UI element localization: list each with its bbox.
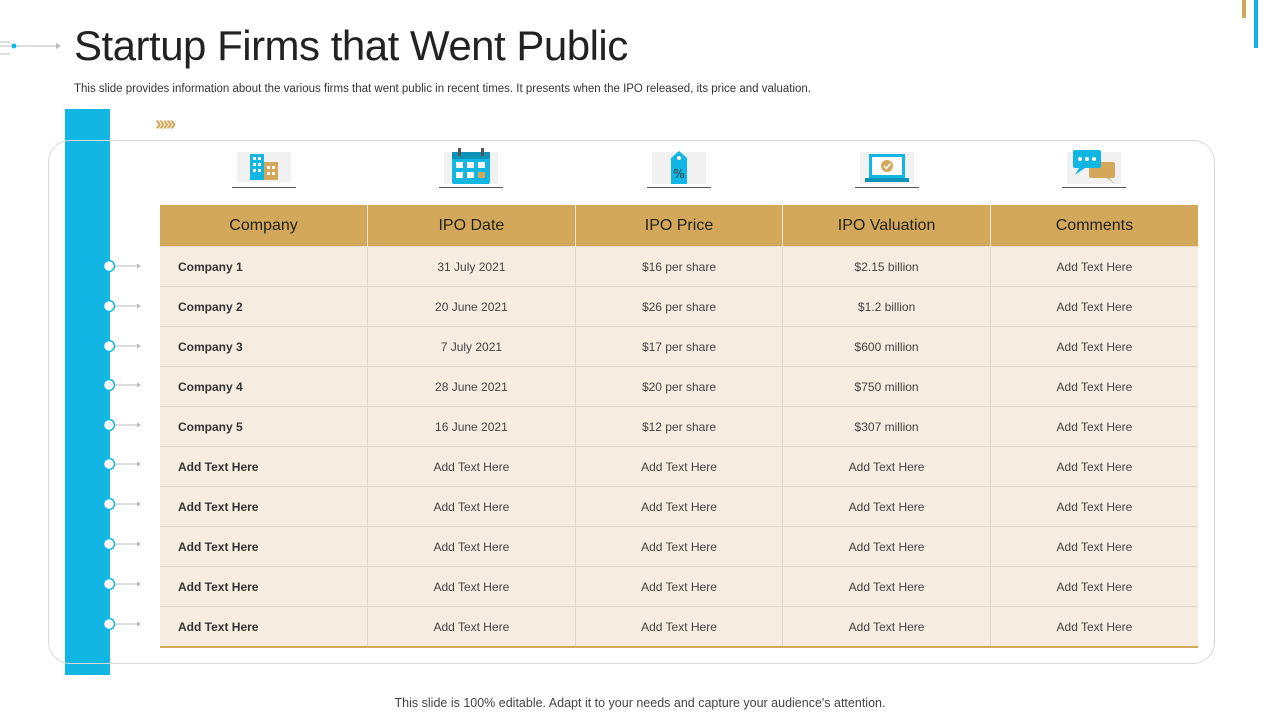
laptop-valuation-icon bbox=[859, 152, 914, 184]
cell-company: Add Text Here bbox=[160, 446, 369, 487]
table-row: Add Text Here Add Text Here Add Text Her… bbox=[160, 486, 1198, 527]
cell-ipo-valuation: $307 million bbox=[782, 406, 991, 447]
cell-company: Add Text Here bbox=[160, 566, 369, 607]
page-subtitle: This slide provides information about th… bbox=[74, 83, 812, 95]
cell-comments: Add Text Here bbox=[990, 606, 1198, 648]
table-header-row: Company IPO Date IPO Price IPO Valuation… bbox=[160, 205, 1198, 247]
cell-ipo-valuation: $600 million bbox=[782, 326, 991, 367]
calendar-icon bbox=[444, 148, 499, 184]
cell-ipo-date: Add Text Here bbox=[367, 446, 576, 487]
cell-company: Add Text Here bbox=[160, 526, 369, 567]
header-comments: Comments bbox=[990, 205, 1198, 247]
cell-ipo-date: Add Text Here bbox=[367, 566, 576, 607]
header-icons-row: % bbox=[160, 148, 1198, 192]
icon-cell-valuation bbox=[783, 148, 991, 192]
cell-ipo-date: Add Text Here bbox=[367, 526, 576, 567]
cell-ipo-valuation: Add Text Here bbox=[782, 566, 991, 607]
cell-comments: Add Text Here bbox=[990, 486, 1198, 527]
chevrons-decoration: ››››› bbox=[155, 113, 176, 135]
cell-ipo-price: $17 per share bbox=[575, 326, 784, 367]
row-connector bbox=[102, 537, 141, 551]
circuit-line-decoration bbox=[0, 41, 61, 55]
cell-ipo-date: 31 July 2021 bbox=[367, 246, 576, 287]
building-icon bbox=[236, 152, 291, 182]
corner-bars-decoration bbox=[1242, 0, 1258, 48]
cell-comments: Add Text Here bbox=[990, 566, 1198, 607]
cell-ipo-price: $12 per share bbox=[575, 406, 784, 447]
header-ipo-date: IPO Date bbox=[367, 205, 576, 247]
cell-ipo-price: Add Text Here bbox=[575, 446, 784, 487]
cell-comments: Add Text Here bbox=[990, 446, 1198, 487]
cell-comments: Add Text Here bbox=[990, 286, 1198, 327]
cell-ipo-date: Add Text Here bbox=[367, 486, 576, 527]
cell-ipo-price: Add Text Here bbox=[575, 486, 784, 527]
table-row: Company 4 28 June 2021 $20 per share $75… bbox=[160, 366, 1198, 407]
cell-ipo-date: 16 June 2021 bbox=[367, 406, 576, 447]
cell-company: Add Text Here bbox=[160, 606, 369, 648]
cell-company: Company 5 bbox=[160, 406, 369, 447]
ipo-table: Company IPO Date IPO Price IPO Valuation… bbox=[160, 205, 1198, 648]
cell-ipo-valuation: Add Text Here bbox=[782, 446, 991, 487]
table-row: Company 2 20 June 2021 $26 per share $1.… bbox=[160, 286, 1198, 327]
cell-company: Company 2 bbox=[160, 286, 369, 327]
page-title: Startup Firms that Went Public bbox=[74, 22, 628, 69]
cell-comments: Add Text Here bbox=[990, 526, 1198, 567]
table-row: Company 1 31 July 2021 $16 per share $2.… bbox=[160, 246, 1198, 287]
cell-ipo-date: Add Text Here bbox=[367, 606, 576, 648]
price-tag-icon: % bbox=[651, 151, 706, 184]
cell-comments: Add Text Here bbox=[990, 406, 1198, 447]
row-connector bbox=[102, 497, 141, 511]
table-row: Company 5 16 June 2021 $12 per share $30… bbox=[160, 406, 1198, 447]
cell-ipo-price: Add Text Here bbox=[575, 566, 784, 607]
header-company: Company bbox=[160, 205, 369, 247]
row-connector bbox=[102, 577, 141, 591]
accent-side-bar bbox=[65, 109, 110, 675]
chat-comments-icon bbox=[1067, 150, 1122, 184]
cell-ipo-valuation: $1.2 billion bbox=[782, 286, 991, 327]
cell-company: Company 3 bbox=[160, 326, 369, 367]
row-connector bbox=[102, 418, 141, 432]
cell-company: Company 1 bbox=[160, 246, 369, 287]
row-connector bbox=[102, 617, 141, 631]
icon-cell-price: % bbox=[575, 148, 783, 192]
row-connector bbox=[102, 339, 141, 353]
cell-ipo-date: 7 July 2021 bbox=[367, 326, 576, 367]
cell-ipo-valuation: Add Text Here bbox=[782, 526, 991, 567]
row-connector bbox=[102, 457, 141, 471]
cell-ipo-valuation: Add Text Here bbox=[782, 486, 991, 527]
table-row: Add Text Here Add Text Here Add Text Her… bbox=[160, 566, 1198, 607]
icon-cell-comments bbox=[990, 148, 1198, 192]
cell-ipo-valuation: $2.15 billion bbox=[782, 246, 991, 287]
row-connector bbox=[102, 299, 141, 313]
cell-ipo-price: $26 per share bbox=[575, 286, 784, 327]
cell-ipo-valuation: Add Text Here bbox=[782, 606, 991, 648]
cell-comments: Add Text Here bbox=[990, 246, 1198, 287]
cell-ipo-valuation: $750 million bbox=[782, 366, 991, 407]
row-connector bbox=[102, 378, 141, 392]
cell-comments: Add Text Here bbox=[990, 326, 1198, 367]
icon-cell-company bbox=[160, 148, 368, 192]
cell-ipo-date: 28 June 2021 bbox=[367, 366, 576, 407]
cell-ipo-price: $20 per share bbox=[575, 366, 784, 407]
cell-comments: Add Text Here bbox=[990, 366, 1198, 407]
cell-company: Company 4 bbox=[160, 366, 369, 407]
footer-note: This slide is 100% editable. Adapt it to… bbox=[394, 696, 886, 710]
cell-ipo-price: $16 per share bbox=[575, 246, 784, 287]
cell-ipo-price: Add Text Here bbox=[575, 606, 784, 648]
table-frame bbox=[48, 140, 1215, 664]
icon-cell-date bbox=[368, 148, 576, 192]
table-row: Add Text Here Add Text Here Add Text Her… bbox=[160, 606, 1198, 648]
cell-company: Add Text Here bbox=[160, 486, 369, 527]
header-ipo-price: IPO Price bbox=[575, 205, 784, 247]
header-ipo-valuation: IPO Valuation bbox=[782, 205, 991, 247]
table-row: Add Text Here Add Text Here Add Text Her… bbox=[160, 446, 1198, 487]
table-row: Company 3 7 July 2021 $17 per share $600… bbox=[160, 326, 1198, 367]
cell-ipo-date: 20 June 2021 bbox=[367, 286, 576, 327]
svg-text:%: % bbox=[673, 167, 684, 181]
row-connector bbox=[102, 259, 141, 273]
table-row: Add Text Here Add Text Here Add Text Her… bbox=[160, 526, 1198, 567]
cell-ipo-price: Add Text Here bbox=[575, 526, 784, 567]
